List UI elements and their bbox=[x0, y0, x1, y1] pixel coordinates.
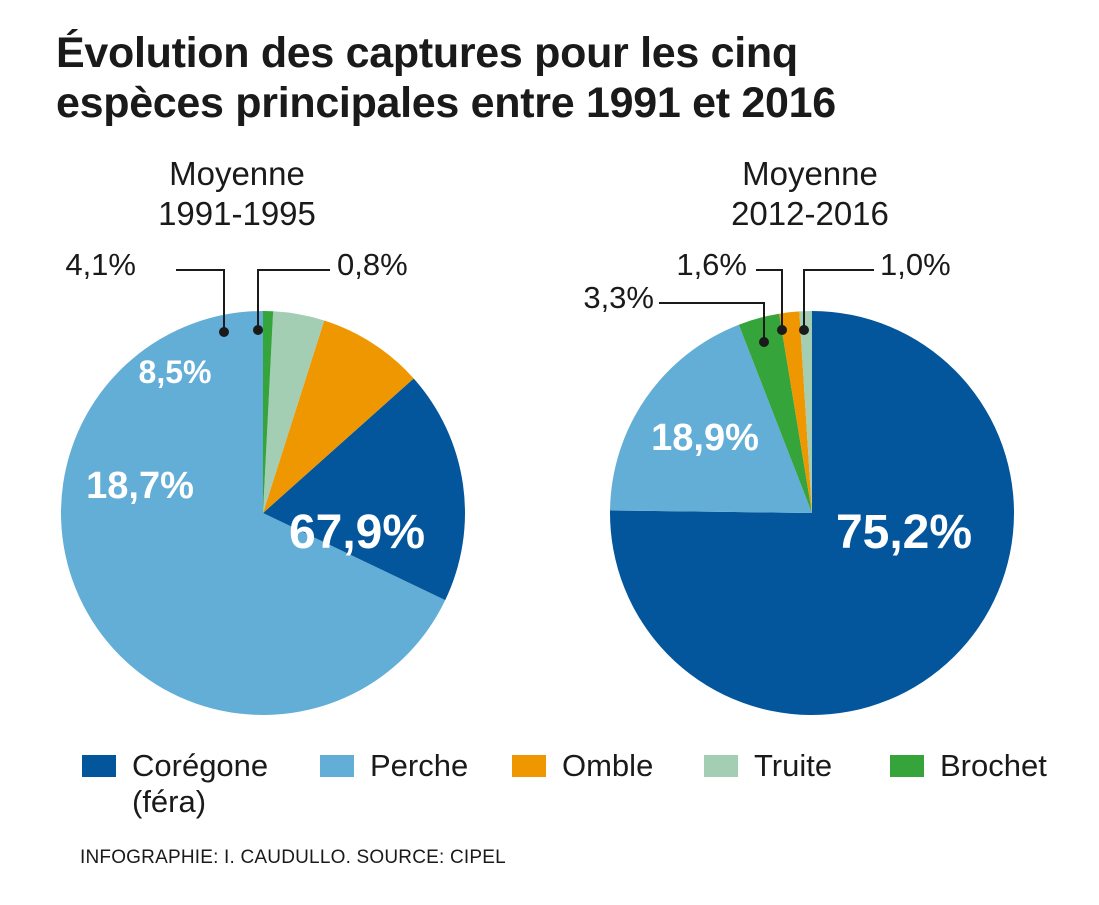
callout-line-brochet bbox=[257, 269, 330, 330]
pie-slice-coregone bbox=[263, 378, 465, 601]
chart-title-line2: espèces principales entre 1991 et 2016 bbox=[56, 79, 836, 127]
pie-slice-perche bbox=[610, 324, 812, 513]
pie-slice-brochet bbox=[738, 313, 812, 513]
slice-label-coregone: 18,7% bbox=[86, 465, 194, 507]
callout-label-truite: 4,1% bbox=[65, 247, 136, 282]
callout-dot-truite bbox=[219, 327, 229, 337]
source-credit: INFOGRAPHIE: I. CAUDULLO. SOURCE: CIPEL bbox=[80, 847, 506, 868]
chart-title: Évolution des captures pour les cinq esp… bbox=[56, 28, 1076, 128]
pie-subtitle-line2: 1991-1995 bbox=[158, 195, 316, 232]
pie-slice-omble bbox=[779, 311, 812, 513]
callout-label-brochet: 0,8% bbox=[337, 247, 408, 282]
legend-label-coregone: Corégone bbox=[132, 748, 269, 783]
pie-slice-omble bbox=[263, 320, 414, 513]
pie-chart-2012-2016: Moyenne 2012-2016 75,2% 18,9% 3,3% 1,6% 1,0% bbox=[550, 150, 1090, 730]
legend-swatch-brochet bbox=[890, 755, 924, 777]
callout-line-truite bbox=[176, 269, 225, 332]
chart-title-line1: Évolution des captures pour les cinq bbox=[56, 29, 798, 77]
slice-label-omble: 8,5% bbox=[139, 354, 212, 390]
callout-dot-brochet bbox=[253, 325, 263, 335]
legend-swatch-omble bbox=[512, 755, 546, 777]
pie-subtitle-line1: Moyenne bbox=[742, 155, 878, 192]
pie-subtitle-line1: Moyenne bbox=[169, 155, 305, 192]
pie-subtitle-1991-1995: Moyenne 1991-1995 bbox=[87, 154, 387, 234]
legend-label-perche: Perche bbox=[370, 748, 469, 783]
legend-label-truite: Truite bbox=[754, 748, 833, 783]
pie-svg-1991-1995: 67,9% 18,7% 8,5% 4,1% 0,8% bbox=[60, 247, 465, 716]
callout-dot-truite bbox=[799, 325, 809, 335]
legend: Corégone (féra) Perche Omble Truite Broc… bbox=[82, 748, 1082, 828]
legend-swatch-coregone bbox=[82, 755, 116, 777]
pie-svg-2012-2016: 75,2% 18,9% 3,3% 1,6% 1,0% bbox=[583, 247, 1015, 715]
legend-label-omble: Omble bbox=[562, 748, 654, 783]
pie-slice-coregone bbox=[610, 311, 1015, 715]
pie-subtitle-line2: 2012-2016 bbox=[731, 195, 889, 232]
slice-label-perche: 67,9% bbox=[289, 506, 425, 559]
legend-swatch-truite bbox=[704, 755, 738, 777]
pie-slice-brochet bbox=[263, 311, 274, 513]
callout-label-brochet: 3,3% bbox=[583, 280, 654, 315]
callout-dot-brochet bbox=[759, 337, 769, 347]
pie-chart-1991-1995: Moyenne 1991-1995 67,9% 18,7% 8,5% 4,1% 0,8% bbox=[0, 150, 540, 730]
callout-line-truite bbox=[803, 269, 874, 330]
callout-dot-omble bbox=[777, 325, 787, 335]
legend-swatch-perche bbox=[320, 755, 354, 777]
pie-slice-truite bbox=[799, 311, 812, 513]
slice-label-perche: 18,9% bbox=[651, 417, 759, 459]
callout-label-omble: 1,6% bbox=[676, 247, 747, 282]
slice-label-coregone: 75,2% bbox=[836, 506, 972, 559]
callout-line-brochet bbox=[659, 302, 765, 342]
legend-label-coregone-2: (féra) bbox=[132, 784, 207, 819]
pie-slice-truite bbox=[263, 311, 325, 513]
callout-line-omble bbox=[756, 269, 783, 330]
legend-label-brochet: Brochet bbox=[940, 748, 1047, 783]
pie-slice-perche bbox=[60, 311, 446, 716]
pie-subtitle-2012-2016: Moyenne 2012-2016 bbox=[660, 154, 960, 234]
callout-label-truite: 1,0% bbox=[880, 247, 951, 282]
